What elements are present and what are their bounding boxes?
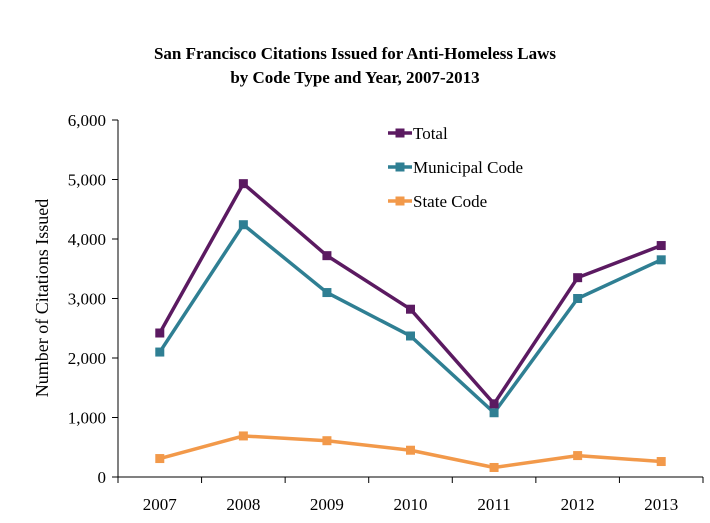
- series-state-code: [155, 431, 666, 472]
- legend: Total Municipal Code State Code: [388, 124, 523, 211]
- x-tick-label: 2009: [310, 495, 344, 514]
- data-point-municipal-code: [489, 408, 499, 418]
- y-tick-label: 5,000: [68, 171, 106, 190]
- data-point-total: [322, 251, 332, 261]
- y-tick-label: 3,000: [68, 290, 106, 309]
- data-point-total: [238, 179, 248, 189]
- legend-item-state-code: State Code: [388, 192, 487, 211]
- y-tick-label: 0: [98, 468, 107, 487]
- data-point-total: [406, 304, 415, 314]
- data-point-municipal-code: [238, 220, 248, 230]
- series-total: [155, 179, 666, 409]
- series-municipal-code: [155, 220, 666, 418]
- x-tick-label: 2010: [394, 495, 428, 514]
- data-point-state-code: [573, 451, 583, 461]
- data-point-state-code: [489, 462, 499, 472]
- data-point-municipal-code: [573, 294, 583, 303]
- y-tick-label: 6,000: [68, 111, 106, 130]
- y-ticks: 0 1,000 2,000 3,000 4,000 5,000 6,000: [68, 111, 118, 487]
- legend-label: Total: [413, 124, 448, 143]
- x-tick-label: 2012: [561, 495, 595, 514]
- chart-title: San Francisco Citations Issued for Anti-…: [0, 42, 710, 90]
- data-point-state-code: [155, 454, 165, 464]
- y-tick-label: 4,000: [68, 230, 106, 249]
- data-point-total: [573, 273, 583, 283]
- x-ticks: 2007 2008 2009 2010 2011 2012 2013: [117, 477, 704, 514]
- legend-swatch-marker: [395, 196, 405, 206]
- legend-label: State Code: [413, 192, 487, 211]
- data-point-municipal-code: [406, 331, 415, 341]
- data-point-state-code: [406, 445, 415, 455]
- data-point-municipal-code: [155, 347, 165, 357]
- legend-swatch-marker: [395, 162, 405, 172]
- data-point-state-code: [322, 436, 332, 446]
- data-point-total: [155, 328, 165, 338]
- legend-swatch-marker: [395, 128, 405, 138]
- y-axis-title: Number of Citations Issued: [32, 199, 52, 397]
- x-tick-label: 2008: [226, 495, 260, 514]
- axes: [117, 120, 703, 478]
- y-tick-label: 1,000: [68, 409, 106, 428]
- legend-item-municipal-code: Municipal Code: [388, 158, 523, 177]
- chart-title-line-1: San Francisco Citations Issued for Anti-…: [153, 44, 557, 63]
- data-point-state-code: [238, 431, 248, 441]
- y-tick-label: 2,000: [68, 349, 106, 368]
- data-point-total: [656, 241, 666, 251]
- data-point-municipal-code: [322, 288, 332, 298]
- x-tick-label: 2007: [143, 495, 178, 514]
- chart-subtitle: by Code Type and Year, 2007-2013: [230, 68, 480, 87]
- legend-label: Municipal Code: [413, 158, 523, 177]
- series-line-municipal-code: [158, 222, 662, 415]
- data-point-municipal-code: [656, 255, 666, 265]
- data-point-total: [489, 399, 499, 409]
- x-tick-label: 2011: [477, 495, 510, 514]
- series-layer: [155, 179, 666, 472]
- data-point-state-code: [656, 457, 666, 467]
- legend-item-total: Total: [388, 124, 448, 143]
- x-tick-label: 2013: [644, 495, 678, 514]
